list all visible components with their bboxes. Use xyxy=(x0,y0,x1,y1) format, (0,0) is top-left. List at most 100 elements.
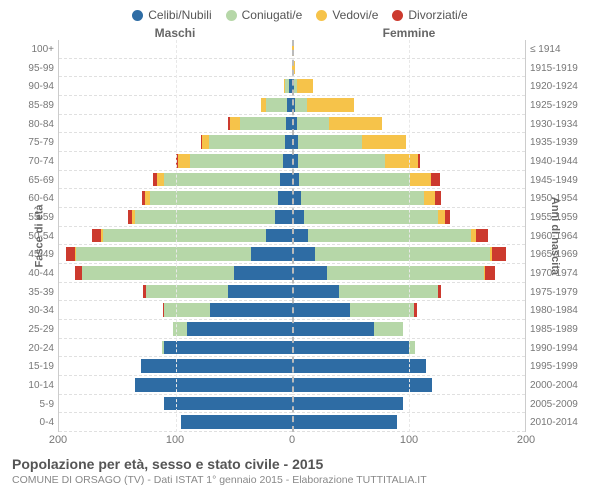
bar-segment-m xyxy=(240,117,287,131)
bar-segment-d xyxy=(438,285,441,299)
bar-segment-m xyxy=(315,247,490,261)
bar-segment-m xyxy=(135,210,275,224)
chart-title: Popolazione per età, sesso e stato civil… xyxy=(12,456,588,472)
age-label: 100+ xyxy=(12,40,58,59)
birth-year-label: 1975-1979 xyxy=(526,283,588,302)
bar-segment-m xyxy=(339,285,438,299)
age-label: 10-14 xyxy=(12,376,58,395)
bar-segment-d xyxy=(418,154,420,168)
age-label: 80-84 xyxy=(12,115,58,134)
x-axis: 2001000100200 xyxy=(12,434,588,448)
bar-segment-c xyxy=(228,285,292,299)
bar-segment-c xyxy=(141,359,292,373)
bar-segment-c xyxy=(292,247,315,261)
bar-segment-c xyxy=(292,285,339,299)
bar-segment-w xyxy=(329,117,381,131)
bar-segment-c xyxy=(234,266,292,280)
bar-segment-c xyxy=(164,341,292,355)
bar-segment-c xyxy=(292,322,374,336)
bar-segment-m xyxy=(298,135,362,149)
legend-label: Divorziati/e xyxy=(408,8,467,22)
birth-year-label: 1940-1944 xyxy=(526,152,588,171)
birth-year-label: 1985-1989 xyxy=(526,320,588,339)
birth-year-label: 2010-2014 xyxy=(526,413,588,432)
bar-segment-w xyxy=(385,154,418,168)
bar-segment-w xyxy=(157,173,164,187)
legend-swatch xyxy=(392,10,403,21)
bar-segment-w xyxy=(178,154,190,168)
bar-segment-w xyxy=(424,191,436,205)
bar-segment-m xyxy=(150,191,278,205)
bars-area xyxy=(58,40,526,432)
legend-item: Celibi/Nubili xyxy=(132,8,211,22)
header-female: Femmine xyxy=(292,26,526,40)
bar-segment-m xyxy=(298,154,385,168)
bar-segment-m xyxy=(266,98,287,112)
bar-segment-m xyxy=(308,229,471,243)
birth-year-label: 1995-1999 xyxy=(526,357,588,376)
bar-segment-c xyxy=(280,173,292,187)
age-label: 5-9 xyxy=(12,395,58,414)
bar-segment-m xyxy=(327,266,484,280)
x-tick: 200 xyxy=(517,434,535,446)
bar-segment-c xyxy=(292,397,403,411)
chart-subtitle: COMUNE DI ORSAGO (TV) - Dati ISTAT 1° ge… xyxy=(12,474,588,486)
birth-year-label: 1980-1984 xyxy=(526,301,588,320)
bar-segment-m xyxy=(374,322,403,336)
bar-segment-d xyxy=(435,191,441,205)
bar-segment-c xyxy=(275,210,292,224)
birth-year-label: 1915-1919 xyxy=(526,59,588,78)
bar-segment-d xyxy=(445,210,451,224)
age-label: 15-19 xyxy=(12,357,58,376)
bar-segment-d xyxy=(66,247,75,261)
age-label: 25-29 xyxy=(12,320,58,339)
bar-segment-c xyxy=(187,322,292,336)
gender-headers: Maschi Femmine xyxy=(12,26,588,40)
bar-segment-w xyxy=(362,135,406,149)
bar-segment-c xyxy=(292,415,397,429)
age-label: 70-74 xyxy=(12,152,58,171)
bar-segment-m xyxy=(164,173,281,187)
bar-segment-m xyxy=(350,303,414,317)
x-tick: 200 xyxy=(49,434,67,446)
bar-segment-w xyxy=(230,117,239,131)
age-label: 75-79 xyxy=(12,133,58,152)
legend-item: Vedovi/e xyxy=(316,8,378,22)
bar-segment-m xyxy=(209,135,285,149)
legend-label: Celibi/Nubili xyxy=(148,8,211,22)
bar-segment-m xyxy=(103,229,266,243)
bar-segment-c xyxy=(181,415,292,429)
age-label: 85-89 xyxy=(12,96,58,115)
gridline xyxy=(176,40,177,432)
bar-segment-w xyxy=(410,173,431,187)
birth-year-label: 1935-1939 xyxy=(526,133,588,152)
bar-segment-d xyxy=(476,229,488,243)
bar-segment-c xyxy=(164,397,292,411)
bar-segment-m xyxy=(164,303,211,317)
bar-segment-w xyxy=(307,98,354,112)
birth-year-label: ≤ 1914 xyxy=(526,40,588,59)
bar-segment-d xyxy=(414,303,416,317)
bar-segment-m xyxy=(190,154,283,168)
age-label: 35-39 xyxy=(12,283,58,302)
bar-segment-m xyxy=(299,173,410,187)
bar-segment-d xyxy=(92,229,101,243)
bar-segment-m xyxy=(82,266,233,280)
bar-segment-c xyxy=(292,359,426,373)
bar-segment-m xyxy=(146,285,228,299)
legend-swatch xyxy=(316,10,327,21)
header-male: Maschi xyxy=(58,26,292,40)
bar-segment-m xyxy=(409,341,416,355)
age-label: 65-69 xyxy=(12,171,58,190)
bar-segment-c xyxy=(292,303,350,317)
legend-label: Coniugati/e xyxy=(242,8,303,22)
legend-item: Coniugati/e xyxy=(226,8,303,22)
plot-area: Fasce di età 100+95-9990-9485-8980-8475-… xyxy=(12,40,588,432)
bar-segment-d xyxy=(431,173,440,187)
age-label: 30-34 xyxy=(12,301,58,320)
age-label: 0-4 xyxy=(12,413,58,432)
bar-segment-c xyxy=(278,191,292,205)
x-ticks: 2001000100200 xyxy=(58,434,526,448)
age-label: 90-94 xyxy=(12,77,58,96)
birth-year-label: 2005-2009 xyxy=(526,395,588,414)
